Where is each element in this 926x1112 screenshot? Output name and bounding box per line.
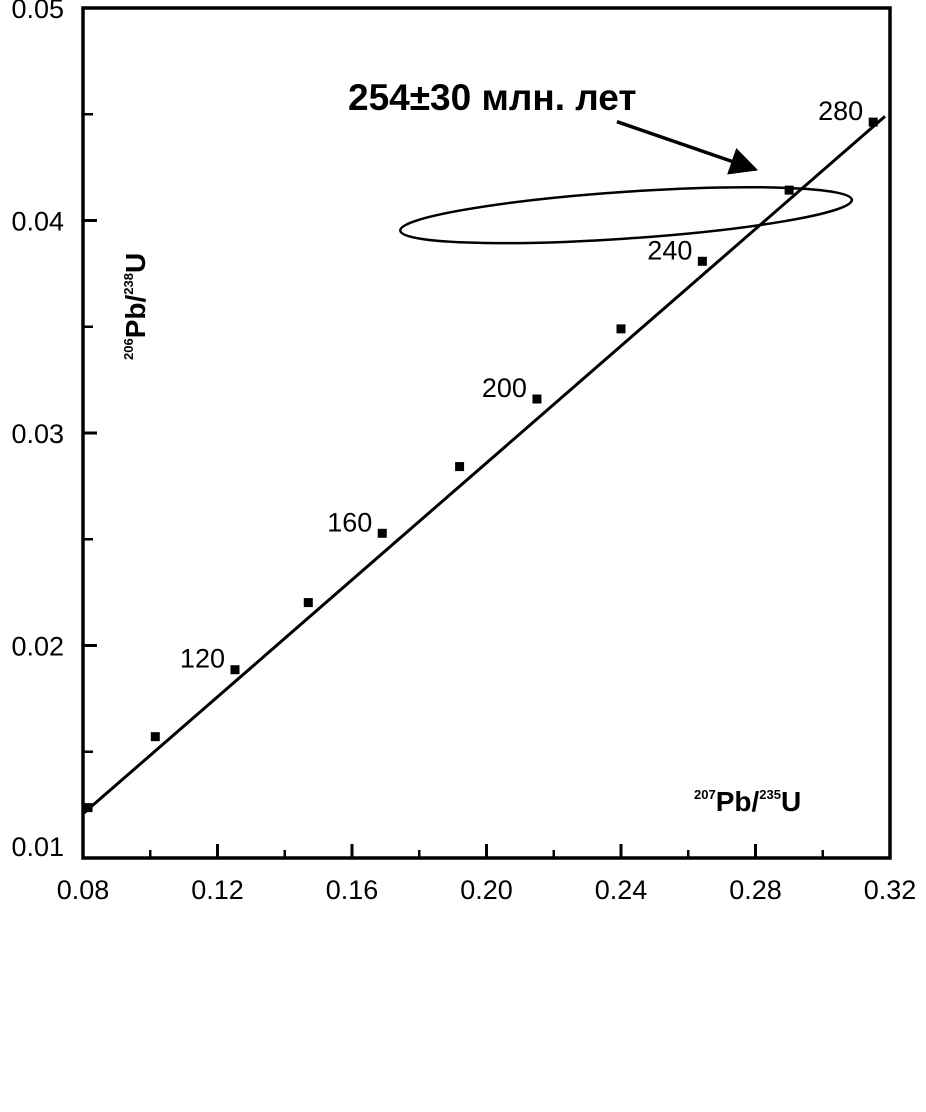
concordia-point xyxy=(83,803,93,813)
age-label: 280 xyxy=(818,96,863,126)
concordia-curve xyxy=(82,115,886,815)
concordia-point xyxy=(616,324,626,334)
age-label: 160 xyxy=(327,507,372,537)
x-tick-label: 0.08 xyxy=(57,875,110,905)
age-annotation: 254±30 млн. лет xyxy=(348,77,636,118)
y-axis-title: 206Pb/238U xyxy=(120,253,151,360)
y-tick-label: 0.05 xyxy=(11,0,64,24)
plot-frame xyxy=(81,6,892,860)
concordia-point xyxy=(455,462,465,472)
age-label: 240 xyxy=(647,235,692,265)
x-tick-label: 0.20 xyxy=(460,875,513,905)
x-tick-label: 0.12 xyxy=(191,875,244,905)
x-tick-label: 0.16 xyxy=(326,875,379,905)
concordia-point xyxy=(303,598,313,608)
x-axis-title: 207Pb/235U xyxy=(694,786,801,817)
x-tick-label: 0.24 xyxy=(595,875,648,905)
y-tick-label: 0.03 xyxy=(11,419,64,449)
x-tick-label: 0.32 xyxy=(864,875,917,905)
concordia-point xyxy=(377,528,387,538)
age-label: 200 xyxy=(482,373,527,403)
age-label: 120 xyxy=(180,644,225,674)
error-ellipse xyxy=(399,185,854,245)
y-tick-label: 0.02 xyxy=(11,632,64,662)
y-tick-label: 0.04 xyxy=(11,207,64,237)
concordia-point xyxy=(532,394,542,404)
concordia-point xyxy=(784,185,794,195)
concordia-point xyxy=(230,665,240,675)
annotation-arrow xyxy=(616,120,759,175)
concordia-point xyxy=(868,117,878,127)
concordia-point xyxy=(150,732,160,742)
x-tick-label: 0.28 xyxy=(729,875,782,905)
y-tick-label: 0.01 xyxy=(11,832,64,862)
concordia-point xyxy=(697,256,707,266)
